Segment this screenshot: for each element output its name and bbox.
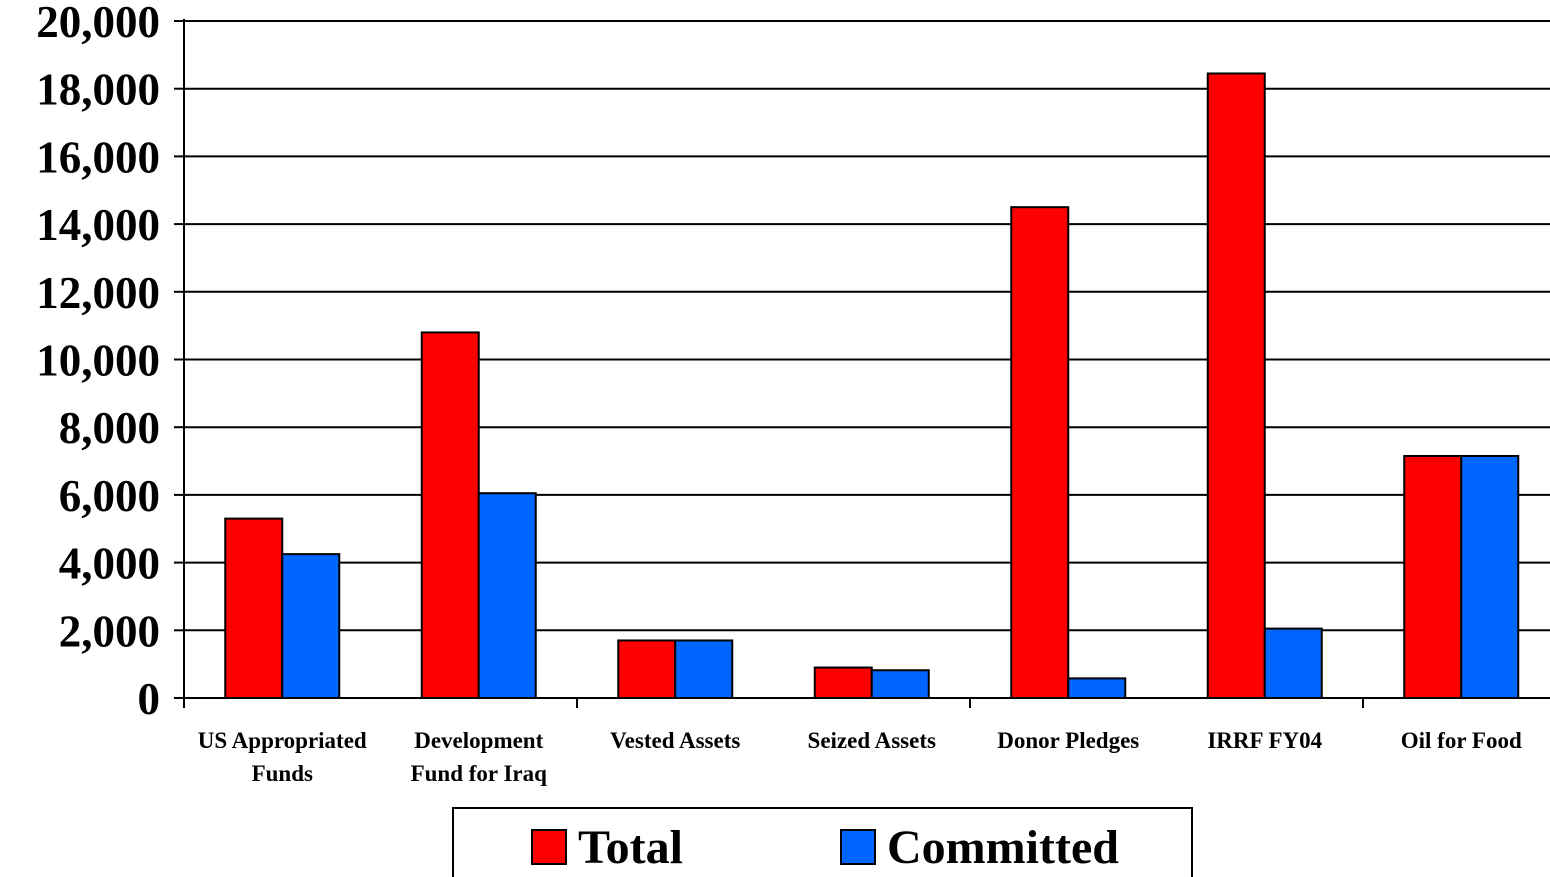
legend-swatch-committed: [840, 829, 876, 865]
y-tick-label: 2,000: [59, 606, 160, 656]
y-tick-label: 4,000: [59, 539, 160, 589]
legend-label-total: Total: [578, 821, 683, 874]
bar-committed-0: [281, 553, 341, 700]
bar-total-1: [420, 331, 480, 699]
y-tick-label: 12,000: [36, 268, 160, 318]
x-axis-ticks: US Appropriated Funds Development Fund for …: [198, 728, 1522, 786]
y-tick-label: 8,000: [59, 403, 160, 453]
bar-committed-5: [1263, 627, 1323, 699]
x-tick-label: Seized Assets: [808, 728, 936, 753]
bar-total-0: [224, 517, 284, 699]
y-axis-ticks: 0 2,000 4,000 6,000 8,000 10,000 12,000 14,000 1…: [36, 0, 184, 724]
legend-swatch-total: [531, 829, 567, 865]
y-tick-label: 0: [138, 674, 161, 724]
x-tick-label: Donor Pledges: [997, 728, 1139, 753]
bar-committed-6: [1460, 454, 1520, 699]
y-tick-label: 6,000: [59, 471, 160, 521]
y-tick-label: 16,000: [36, 132, 160, 182]
y-tick-label: 14,000: [36, 200, 160, 250]
y-tick-label: 10,000: [36, 336, 160, 386]
bar-total-6: [1403, 454, 1463, 699]
axes: [183, 19, 1550, 708]
x-tick-label: Funds: [252, 761, 313, 786]
x-tick-label: Vested Assets: [610, 728, 740, 753]
x-tick-label: Development: [414, 728, 543, 753]
x-tick-label: IRRF FY04: [1207, 728, 1322, 753]
legend-label-committed: Committed: [887, 821, 1119, 874]
bar-committed-3: [870, 669, 930, 699]
x-tick-label: Oil for Food: [1401, 728, 1522, 753]
bar-committed-1: [477, 492, 537, 699]
legend-box: [452, 807, 1193, 877]
gridlines: [184, 20, 1550, 632]
bar-total-3: [813, 666, 873, 699]
legend: Total Committed: [452, 807, 1193, 877]
bar-total-5: [1206, 72, 1266, 699]
x-tick-label: Fund for Iraq: [411, 761, 548, 786]
bars: [224, 72, 1520, 700]
y-tick-label: 20,000: [36, 0, 160, 47]
bar-total-4: [1010, 206, 1070, 700]
y-tick-label: 18,000: [36, 65, 160, 115]
x-tick-label: US Appropriated: [198, 728, 367, 753]
bar-total-2: [617, 639, 677, 700]
bar-committed-2: [674, 639, 734, 700]
bar-committed-4: [1067, 677, 1127, 700]
